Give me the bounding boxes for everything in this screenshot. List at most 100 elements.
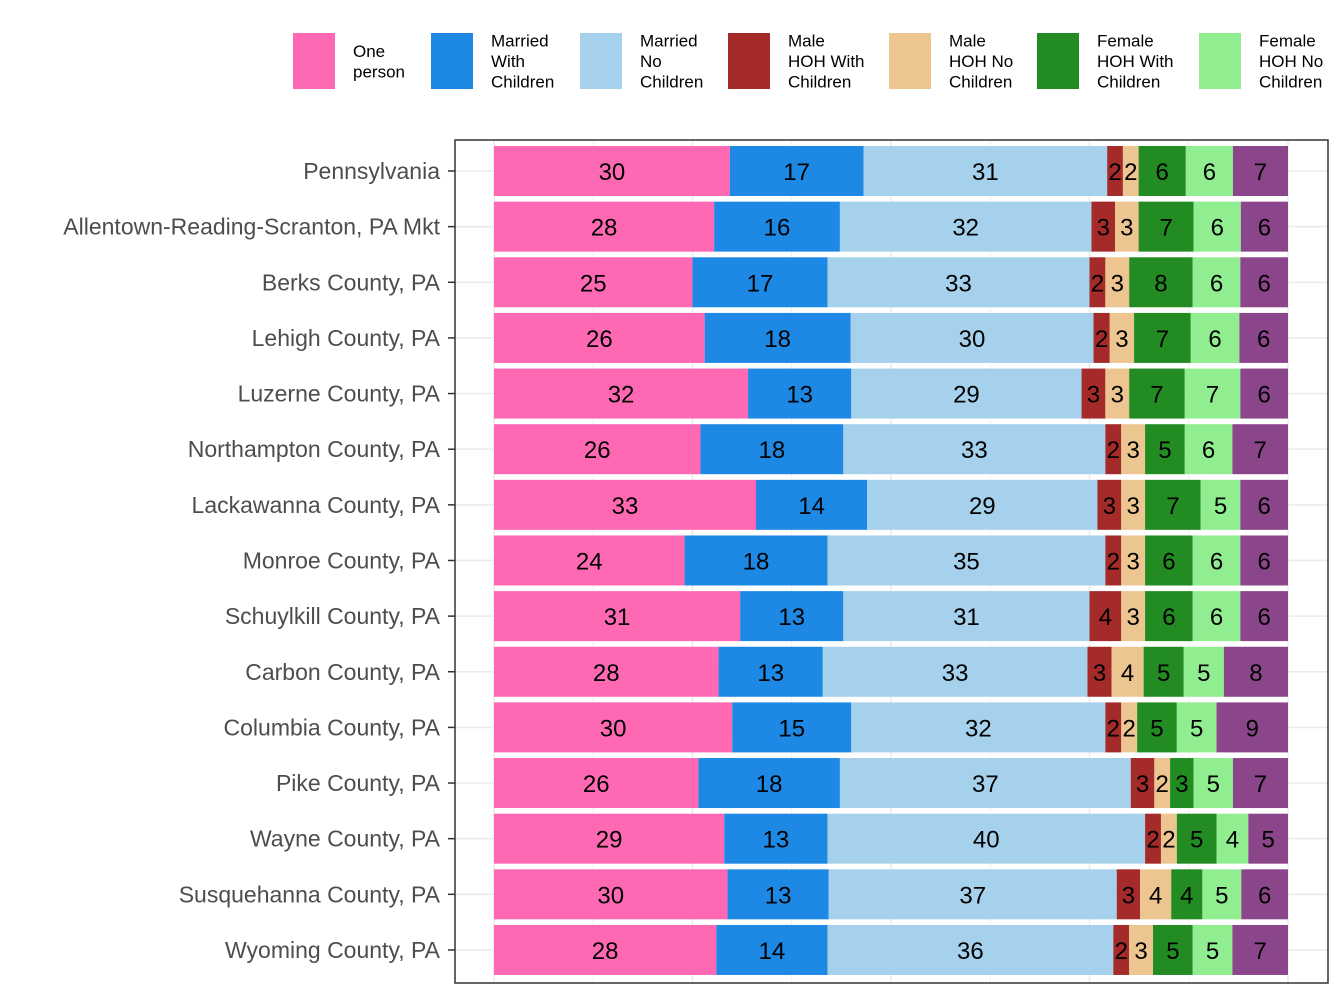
bar-value-label: 35 bbox=[953, 548, 980, 575]
bar-value-label: 4 bbox=[1149, 882, 1162, 909]
bar-segment bbox=[494, 869, 728, 920]
bar-value-label: 31 bbox=[604, 604, 631, 631]
bar-value-label: 7 bbox=[1254, 159, 1267, 186]
bar-row: 26 18 37 3 2 3 5 7 bbox=[494, 758, 1288, 809]
bar-segment bbox=[1145, 591, 1193, 642]
bar-segment bbox=[1202, 869, 1242, 920]
bar-value-label: 7 bbox=[1254, 771, 1267, 798]
bar-value-label: 7 bbox=[1166, 493, 1179, 520]
bar-segment bbox=[1122, 146, 1139, 196]
legend-label: Female HOH No Children bbox=[1259, 32, 1323, 92]
bar-value-label: 6 bbox=[1208, 326, 1221, 353]
bar-value-label: 5 bbox=[1190, 827, 1203, 854]
y-tick-label: Lehigh County, PA bbox=[252, 325, 441, 351]
bar-value-label: 6 bbox=[1258, 215, 1271, 242]
bar-segment bbox=[850, 312, 1094, 363]
bar-segment bbox=[1185, 146, 1233, 196]
bar-value-label: 6 bbox=[1211, 215, 1224, 242]
bar-value-label: 5 bbox=[1214, 493, 1227, 520]
bar-segment bbox=[1192, 924, 1233, 975]
bar-segment bbox=[851, 368, 1082, 419]
plot-area: 30 17 31 2 2 6 6 728 16 32 3 3 7 6 625 17 33 2 3 8 6 626 18 30 2… bbox=[454, 139, 1329, 984]
bar-value-label: 18 bbox=[764, 326, 791, 353]
bar-value-label: 5 bbox=[1206, 938, 1219, 965]
bar-value-label: 28 bbox=[593, 660, 620, 687]
bar-value-label: 4 bbox=[1121, 660, 1134, 687]
bar-value-label: 6 bbox=[1210, 604, 1223, 631]
bar-segment bbox=[1138, 201, 1194, 252]
bar-segment bbox=[827, 535, 1106, 586]
bar-segment bbox=[1240, 201, 1288, 252]
bar-segment bbox=[1232, 758, 1288, 809]
bar-segment bbox=[1111, 646, 1144, 697]
bar-value-label: 3 bbox=[1175, 771, 1188, 798]
bar-segment bbox=[1241, 869, 1288, 920]
bar-value-label: 29 bbox=[596, 827, 623, 854]
bar-segment bbox=[716, 924, 828, 975]
bar-value-label: 29 bbox=[969, 493, 996, 520]
bar-segment bbox=[1116, 869, 1141, 920]
bar-row: 30 13 37 3 4 4 5 6 bbox=[494, 869, 1288, 920]
bar-segment bbox=[1138, 146, 1186, 196]
bar-value-label: 13 bbox=[757, 660, 784, 687]
legend-item: Female HOH With Children bbox=[1037, 32, 1174, 92]
legend-item: Married No Children bbox=[580, 32, 703, 92]
legend-label: Married No Children bbox=[640, 32, 703, 92]
bar-row: 29 13 40 2 2 5 4 5 bbox=[494, 813, 1288, 864]
bar-segment bbox=[494, 591, 741, 642]
bar-value-label: 3 bbox=[1087, 382, 1100, 409]
bar-segment bbox=[1184, 368, 1241, 419]
bar-segment bbox=[714, 201, 840, 252]
bar-value-label: 4 bbox=[1180, 882, 1193, 909]
bar-segment bbox=[1232, 424, 1288, 475]
bar-value-label: 4 bbox=[1226, 827, 1239, 854]
bar-segment bbox=[494, 312, 705, 363]
bar-value-label: 33 bbox=[612, 493, 639, 520]
bar-segment bbox=[1160, 813, 1177, 864]
y-tick-label: Luzerne County, PA bbox=[238, 381, 441, 407]
bar-segment bbox=[1129, 368, 1185, 419]
bar-value-label: 5 bbox=[1261, 827, 1274, 854]
bar-segment bbox=[1190, 312, 1240, 363]
bar-value-label: 4 bbox=[1099, 604, 1112, 631]
bar-segment bbox=[827, 813, 1146, 864]
bars: 30 17 31 2 2 6 6 728 16 32 3 3 7 6 625 17 33 2 3 8 6 626 18 30 2… bbox=[494, 146, 1288, 975]
bar-segment bbox=[1129, 924, 1154, 975]
bar-segment bbox=[1240, 479, 1288, 530]
y-tick-label: Allentown-Reading-Scranton, PA Mkt bbox=[63, 214, 440, 240]
bar-segment bbox=[740, 591, 844, 642]
bar-segment bbox=[1105, 702, 1122, 753]
bar-segment bbox=[1105, 257, 1130, 308]
bar-value-label: 3 bbox=[1126, 437, 1139, 464]
bar-segment bbox=[1176, 813, 1217, 864]
legend-label: Female HOH With Children bbox=[1097, 32, 1174, 92]
bar-value-label: 25 bbox=[580, 270, 607, 297]
bar-segment bbox=[1140, 869, 1172, 920]
y-tick-label: Columbia County, PA bbox=[224, 714, 441, 740]
bar-segment bbox=[494, 424, 701, 475]
bar-segment bbox=[698, 758, 840, 809]
legend-key bbox=[1199, 33, 1241, 89]
bar-segment bbox=[1113, 924, 1130, 975]
bar-segment bbox=[1129, 257, 1193, 308]
legend-key bbox=[431, 33, 473, 89]
bar-segment bbox=[718, 646, 823, 697]
bar-segment bbox=[827, 924, 1114, 975]
bar-segment bbox=[1239, 312, 1288, 363]
bar-segment bbox=[1154, 758, 1171, 809]
bar-row: 26 18 30 2 3 7 6 6 bbox=[494, 312, 1288, 363]
y-tick-label: Carbon County, PA bbox=[245, 659, 440, 685]
bar-value-label: 37 bbox=[972, 771, 999, 798]
bar-value-label: 6 bbox=[1162, 604, 1175, 631]
bar-value-label: 3 bbox=[1134, 938, 1147, 965]
bar-segment bbox=[732, 702, 852, 753]
bar-row: 30 17 31 2 2 6 6 7 bbox=[494, 146, 1288, 196]
bar-value-label: 7 bbox=[1150, 382, 1163, 409]
legend-key bbox=[580, 33, 622, 89]
bar-segment bbox=[1134, 312, 1191, 363]
bar-segment bbox=[828, 869, 1117, 920]
bar-segment bbox=[1240, 591, 1288, 642]
bar-value-label: 6 bbox=[1210, 548, 1223, 575]
bar-segment bbox=[494, 201, 715, 252]
bar-row: 26 18 33 2 3 5 6 7 bbox=[494, 424, 1288, 475]
